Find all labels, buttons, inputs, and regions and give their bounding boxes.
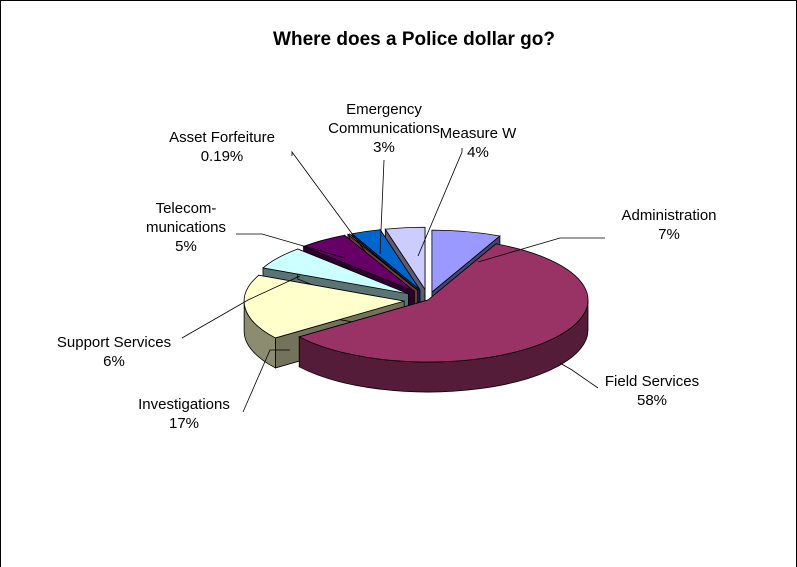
- data-label: Emergency Communications 3%: [328, 101, 440, 156]
- data-label-category: Asset Forfeiture: [169, 129, 275, 146]
- data-label-category: Field Services: [605, 373, 699, 390]
- data-label: Support Services 6%: [57, 334, 171, 370]
- leader-line: [417, 148, 463, 257]
- data-label-percent: 4%: [467, 144, 489, 161]
- data-label-percent: 7%: [658, 226, 680, 243]
- data-label: Field Services 58%: [605, 373, 699, 409]
- data-label: Investigations 17%: [138, 396, 230, 432]
- data-label-category: Telecom-: [156, 200, 217, 217]
- leader-line: [291, 150, 368, 255]
- data-labels: Administration 7% Field Services 58% Investi…: [57, 101, 717, 432]
- slice-top-8: [384, 226, 426, 291]
- data-label-percent: 0.19%: [201, 148, 244, 165]
- data-label-category: Communications: [328, 120, 440, 137]
- chart-title: Where does a Police dollar go?: [273, 29, 555, 50]
- data-label-percent: 3%: [373, 139, 395, 156]
- data-label-percent: 58%: [637, 392, 667, 409]
- leader-line: [379, 159, 385, 255]
- data-label: Asset Forfeiture 0.19%: [169, 129, 275, 165]
- slice-top-4: [262, 248, 409, 295]
- data-label-category: munications: [146, 219, 226, 236]
- leader-line: [181, 275, 301, 339]
- slice-top-1: [431, 229, 501, 293]
- slice-top-6: [347, 233, 418, 291]
- slice-top-2: [298, 243, 589, 363]
- leader-line: [559, 362, 599, 389]
- data-label-category: Investigations: [138, 396, 230, 413]
- data-label-category: Support Services: [57, 334, 171, 351]
- leader-line: [236, 233, 346, 259]
- data-label-category: Measure W: [440, 125, 518, 142]
- data-label-category: Administration: [621, 207, 716, 224]
- data-label-percent: 17%: [169, 415, 199, 432]
- leader-line: [242, 349, 290, 413]
- data-label: Administration 7%: [621, 207, 716, 243]
- leader-line: [477, 237, 605, 263]
- data-label-category: Emergency: [346, 101, 422, 118]
- data-label: Telecom-munications 5%: [146, 200, 226, 255]
- leader-lines: [181, 148, 605, 413]
- data-label-percent: 5%: [175, 238, 197, 255]
- data-label-percent: 6%: [103, 353, 125, 370]
- data-label: Measure W 4%: [440, 125, 518, 161]
- pie-slices: [243, 226, 589, 363]
- slice-top-3: [243, 274, 405, 339]
